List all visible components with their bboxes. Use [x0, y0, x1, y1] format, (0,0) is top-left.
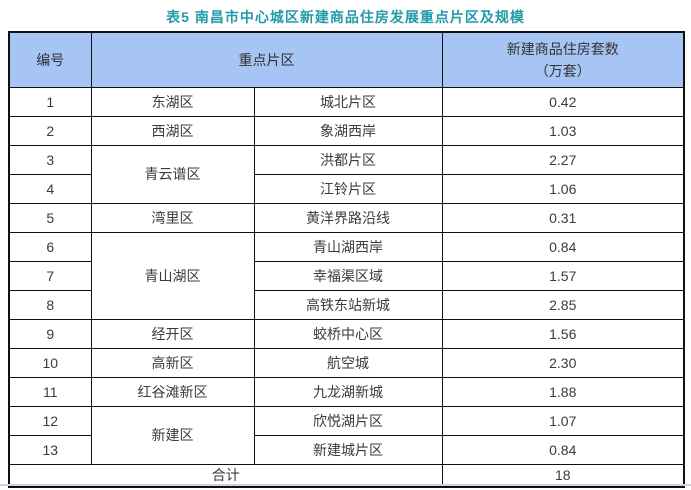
- zone-cell: 城北片区: [253, 86, 443, 117]
- table-row: 10 高新区 航空城 2.30: [8, 347, 685, 378]
- table-title: 表5 南昌市中心城区新建商品住房发展重点片区及规模: [166, 9, 525, 25]
- district-cell: 青云谱区: [90, 144, 255, 204]
- row-no: 9: [8, 318, 92, 349]
- row-no: 4: [8, 173, 92, 204]
- table-row: 9 经开区 蛟桥中心区 1.56: [8, 318, 685, 349]
- zone-cell: 九龙湖新城: [253, 376, 443, 407]
- table-row: 4 江铃片区 1.06: [8, 173, 685, 204]
- value-cell: 1.56: [441, 318, 685, 349]
- table-row: 5 湾里区 黄洋界路沿线 0.31: [8, 202, 685, 233]
- row-no: 12: [8, 405, 92, 436]
- row-no: 5: [8, 202, 92, 233]
- value-cell: 1.57: [441, 260, 685, 291]
- housing-zones-table: 编号 重点片区 新建商品住房套数 （万套） 1 东湖区 城北片区 0.42 2 …: [8, 31, 685, 488]
- row-no: 3: [8, 144, 92, 175]
- value-cell: 0.84: [441, 231, 685, 262]
- table-row: 6 青山湖区 青山湖西岸 0.84: [8, 231, 685, 320]
- bottom-divider: [0, 484, 691, 486]
- total-row: 合计 18: [8, 463, 685, 488]
- zone-cell: 蛟桥中心区: [253, 318, 443, 349]
- zone-cell: 航空城: [253, 347, 443, 378]
- value-cell: 1.06: [441, 173, 685, 204]
- row-no: 2: [8, 115, 92, 146]
- value-cell: 2.30: [441, 347, 685, 378]
- row-no: 11: [8, 376, 92, 407]
- table-row: 2 西湖区 象湖西岸 1.03: [8, 115, 685, 146]
- value-cell: 0.31: [441, 202, 685, 233]
- value-cell: 0.42: [441, 86, 685, 117]
- table-row: 13 新建城片区 0.84: [8, 434, 685, 465]
- district-cell: 湾里区: [90, 202, 255, 233]
- value-cell: 1.07: [441, 405, 685, 436]
- table-row: 3 青云谱区 洪都片区 2.27: [8, 144, 685, 204]
- row-no: 6: [8, 231, 92, 262]
- header-units: 新建商品住房套数 （万套）: [441, 31, 685, 88]
- district-cell: 新建区: [90, 405, 255, 465]
- district-cell: 青山湖区: [90, 231, 255, 320]
- table-row: 12 新建区 欣悦湖片区 1.07: [8, 405, 685, 465]
- district-cell: 西湖区: [90, 115, 255, 146]
- district-cell: 经开区: [90, 318, 255, 349]
- row-no: 1: [8, 86, 92, 117]
- zone-cell: 新建城片区: [253, 434, 443, 465]
- table-header-row: 编号 重点片区 新建商品住房套数 （万套）: [8, 31, 685, 88]
- row-no: 10: [8, 347, 92, 378]
- table-row: 1 东湖区 城北片区 0.42: [8, 86, 685, 117]
- value-cell: 1.88: [441, 376, 685, 407]
- zone-cell: 幸福渠区域: [253, 260, 443, 291]
- row-no: 13: [8, 434, 92, 465]
- zone-cell: 江铃片区: [253, 173, 443, 204]
- zone-cell: 黄洋界路沿线: [253, 202, 443, 233]
- header-units-line2: （万套）: [534, 62, 591, 79]
- table-row: 8 高铁东站新城 2.85: [8, 289, 685, 320]
- district-cell: 红谷滩新区: [90, 376, 255, 407]
- total-label-cell: 合计: [8, 463, 443, 488]
- district-cell: 高新区: [90, 347, 255, 378]
- total-value-cell: 18: [441, 463, 685, 488]
- header-units-line1: 新建商品住房套数: [506, 40, 619, 57]
- row-no: 8: [8, 289, 92, 320]
- header-no: 编号: [8, 31, 92, 88]
- zone-cell: 欣悦湖片区: [253, 405, 443, 436]
- value-cell: 2.27: [441, 144, 685, 175]
- zone-cell: 高铁东站新城: [253, 289, 443, 320]
- district-cell: 东湖区: [90, 86, 255, 117]
- zone-cell: 洪都片区: [253, 144, 443, 175]
- table-row: 11 红谷滩新区 九龙湖新城 1.88: [8, 376, 685, 407]
- value-cell: 2.85: [441, 289, 685, 320]
- table-row: 7 幸福渠区域 1.57: [8, 260, 685, 291]
- zone-cell: 青山湖西岸: [253, 231, 443, 262]
- value-cell: 1.03: [441, 115, 685, 146]
- value-cell: 0.84: [441, 434, 685, 465]
- zone-cell: 象湖西岸: [253, 115, 443, 146]
- row-no: 7: [8, 260, 92, 291]
- header-area: 重点片区: [90, 31, 443, 88]
